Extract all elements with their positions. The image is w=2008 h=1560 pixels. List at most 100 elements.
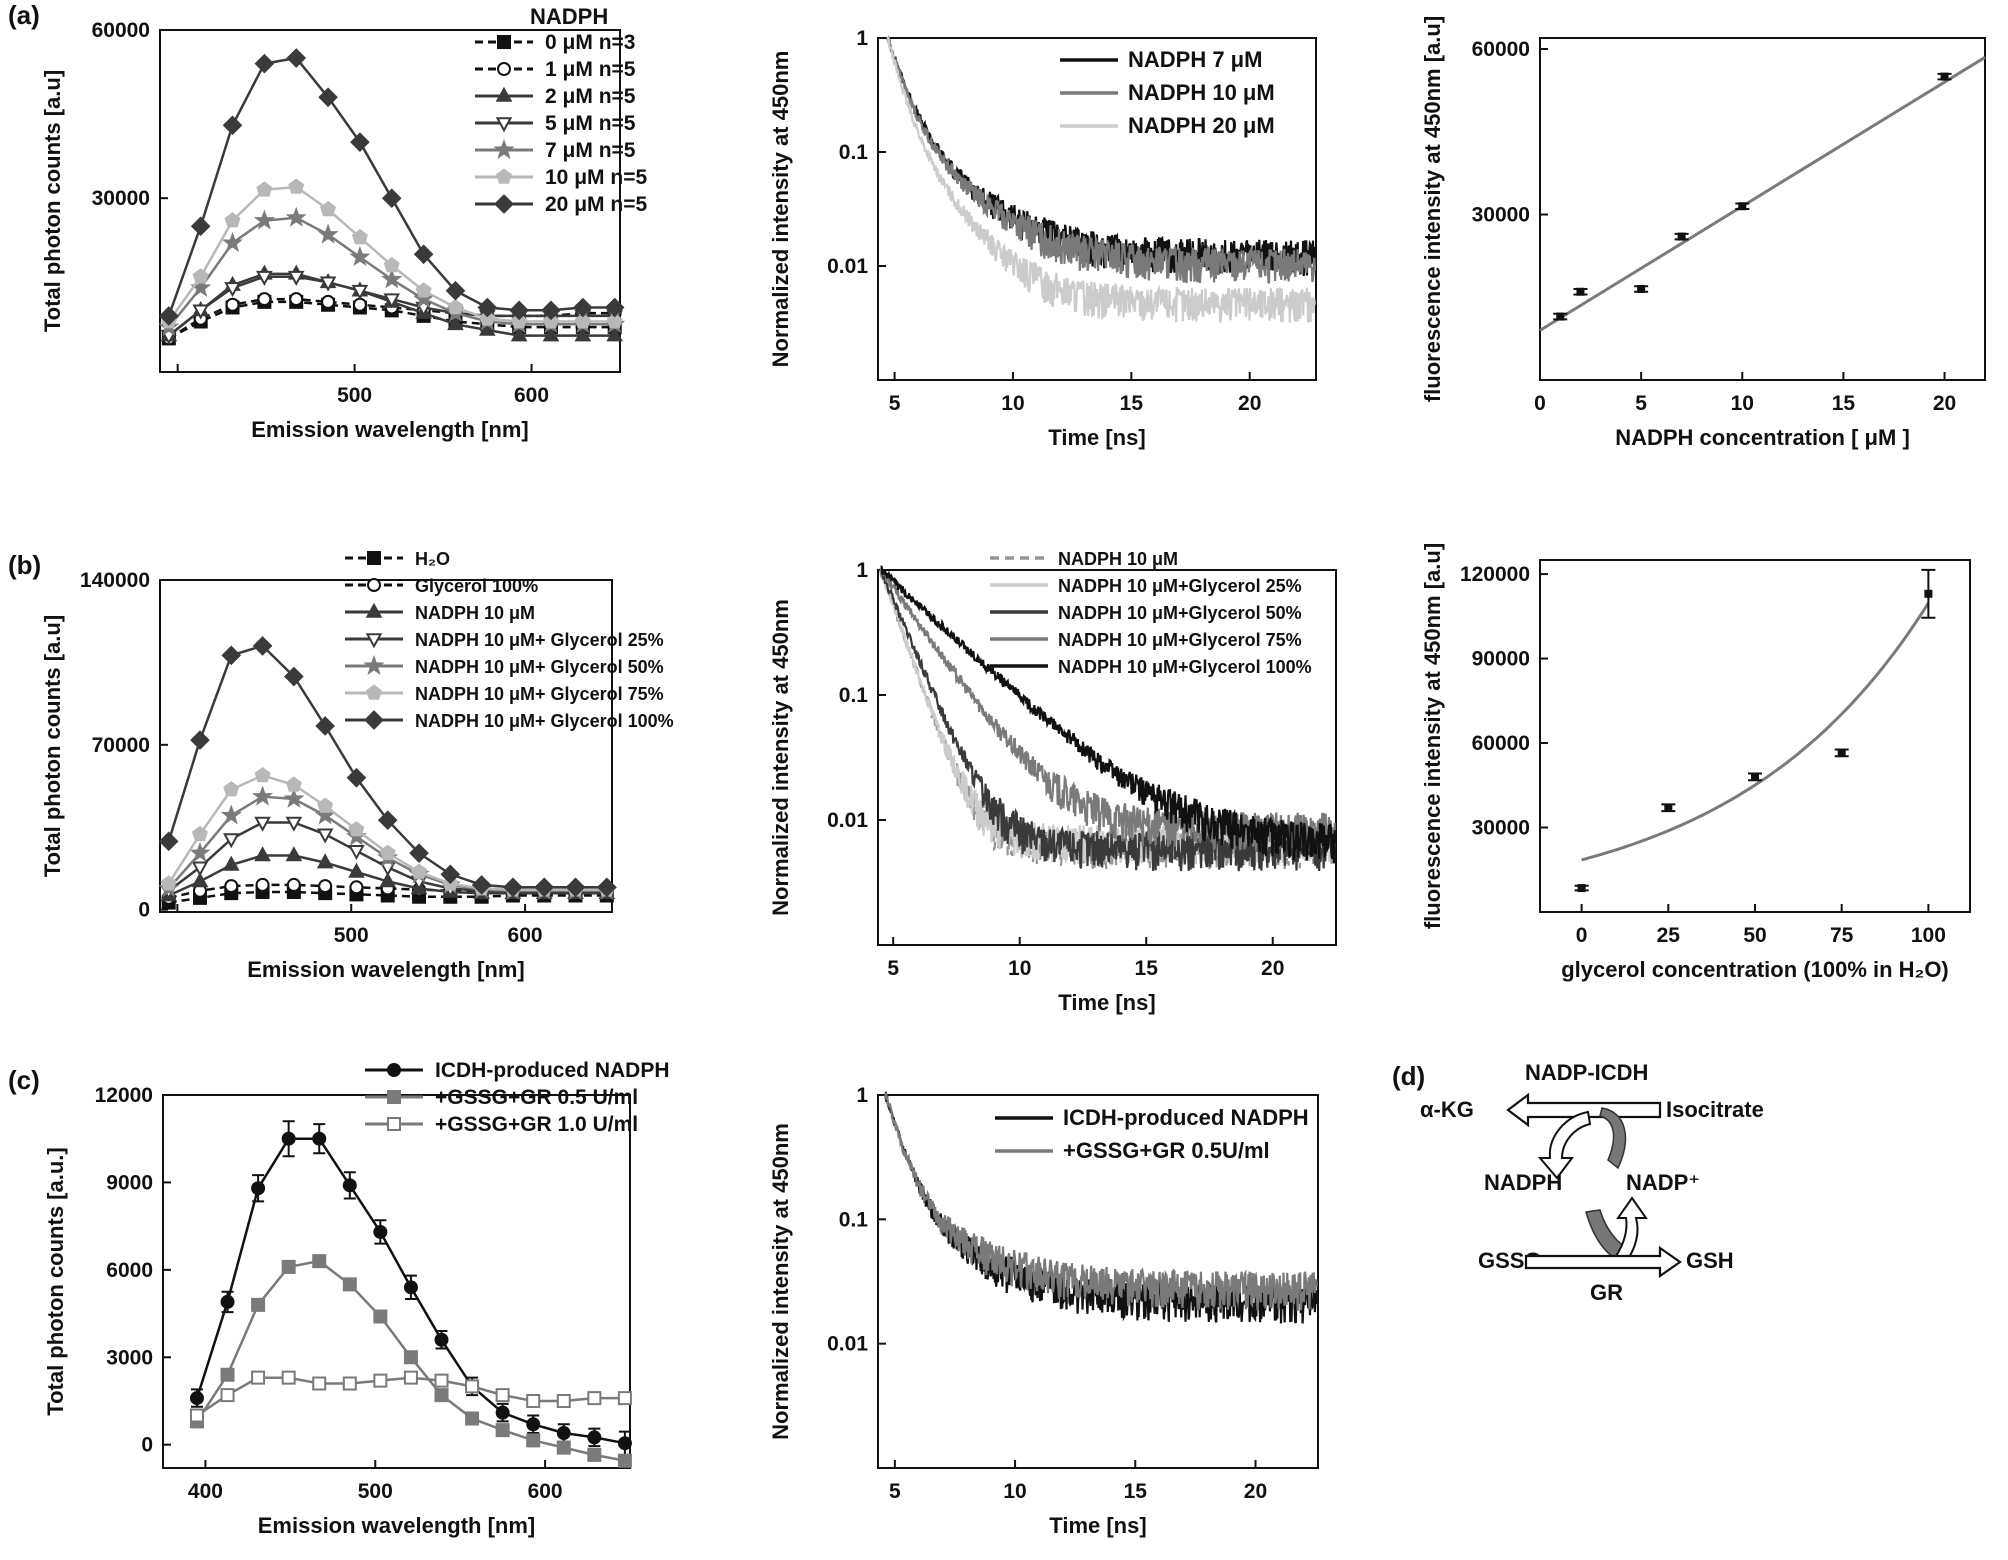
data-point — [351, 284, 369, 300]
x-tick-label: 600 — [528, 1480, 563, 1503]
x-tick-label: 5 — [889, 392, 901, 415]
chart-b-emission-spectra: 500 600 0 70000 140000 Emission wavelength [n… — [8, 549, 674, 982]
x-tick-label: 5 — [889, 1480, 901, 1503]
x-tick-label: 10 — [1003, 1480, 1026, 1503]
data-point — [1637, 284, 1646, 293]
data-point — [253, 209, 276, 230]
data-point — [288, 178, 305, 194]
x-axis-label: Emission wavelength [nm] — [258, 1513, 536, 1538]
data-point — [1837, 748, 1846, 757]
data-point — [1577, 884, 1586, 893]
data-point — [447, 299, 464, 315]
data-point — [373, 1224, 388, 1239]
data-point — [606, 313, 623, 329]
data-point — [587, 1447, 602, 1462]
data-point — [222, 115, 243, 136]
legend-label: NADPH 10 μM+Glycerol 75% — [1058, 630, 1302, 650]
data-point — [471, 875, 492, 895]
data-point — [381, 268, 403, 289]
data-point — [349, 880, 364, 895]
data-point — [503, 877, 523, 898]
y-tick-label: 0 — [141, 1434, 153, 1457]
legend-marker — [495, 117, 513, 133]
data-point — [159, 306, 179, 326]
data-point — [283, 787, 305, 808]
y-tick-label: 60000 — [1472, 732, 1530, 755]
data-point — [342, 1178, 357, 1193]
decay-curve — [879, 568, 1336, 852]
y-axis-label: fluorescence intensity at 450nm [a.u] — [1420, 543, 1445, 929]
y-tick-label: 60000 — [1472, 38, 1530, 61]
data-point — [320, 200, 337, 217]
data-point — [379, 861, 397, 877]
legend-label: H₂O — [415, 549, 450, 569]
data-point — [604, 297, 625, 318]
data-point — [1751, 772, 1759, 781]
legend-label: 2 μM n=5 — [545, 85, 636, 108]
legend-marker — [363, 654, 385, 676]
legend-label: NADPH 10 μM+Glycerol 50% — [1058, 603, 1302, 623]
data-point — [411, 863, 428, 879]
data-point — [348, 862, 365, 878]
y-tick-label: 140000 — [80, 569, 150, 592]
y-tick-label: 6000 — [106, 1259, 153, 1282]
plot-frame — [877, 1094, 1319, 1469]
decay-curve — [880, 565, 1336, 864]
y-axis-label: Total photon counts [a.u] — [40, 70, 65, 332]
x-axis-label: Emission wavelength [nm] — [247, 957, 525, 982]
data-point — [350, 132, 370, 152]
x-tick-label: 20 — [1261, 957, 1284, 980]
data-point — [565, 877, 586, 898]
legend-marker — [387, 1117, 401, 1131]
x-tick-label: 100 — [1911, 924, 1946, 947]
data-point — [251, 1370, 266, 1385]
data-point — [1924, 589, 1933, 598]
legend-title: NADPH — [530, 4, 608, 29]
data-point — [440, 864, 461, 885]
data-point — [373, 1309, 388, 1324]
y-axis-label: fluorescence intensity at 450nm [a.u] — [1420, 16, 1445, 402]
data-point — [160, 875, 177, 891]
chart-a-concentration: 0 5 10 15 20 30000 60000 NADPH concentration [ … — [1420, 16, 1986, 450]
legend-marker — [387, 1063, 401, 1077]
legend-label: NADPH 10 μM — [1058, 549, 1178, 569]
data-point — [556, 1440, 571, 1455]
data-point — [190, 730, 210, 750]
data-point — [220, 1294, 235, 1309]
legend-label: NADPH 10 μM — [1128, 80, 1275, 105]
x-tick-label: 25 — [1657, 924, 1681, 947]
x-axis-label: Time [ns] — [1049, 1513, 1146, 1538]
data-point — [285, 776, 302, 792]
diagram-curved-arrow-nadp-in — [1537, 1110, 1592, 1180]
plot-frame — [1539, 37, 1986, 381]
data-point — [379, 872, 397, 888]
x-axis-label: Time [ns] — [1048, 425, 1145, 450]
data-point — [287, 270, 305, 286]
x-tick-label: 600 — [514, 384, 549, 407]
data-point — [190, 216, 211, 237]
panel-label-d: (d) — [1392, 1061, 1425, 1091]
y-tick-label: 90000 — [1472, 648, 1530, 671]
panel-label: (c) — [8, 1065, 40, 1095]
chart-a-emission-spectra: 500 600 30000 60000 Emission wavelength [nm]… — [8, 0, 647, 442]
data-point — [383, 257, 400, 273]
data-point — [511, 313, 528, 329]
data-point — [286, 877, 301, 892]
data-point — [285, 816, 303, 832]
data-point — [220, 1367, 235, 1382]
data-point — [445, 280, 466, 301]
data-point — [252, 636, 273, 656]
data-point — [224, 879, 239, 894]
legend-label: NADPH 10 μM+ Glycerol 50% — [415, 657, 664, 677]
x-tick-label: 500 — [337, 384, 372, 407]
legend-marker — [387, 1090, 401, 1104]
y-tick-label: 0 — [138, 899, 150, 922]
plot-frame — [159, 579, 613, 913]
data-point — [479, 310, 496, 326]
data-point — [434, 1373, 449, 1388]
data-point — [254, 846, 271, 862]
data-point — [251, 1181, 266, 1196]
chart-b-decay: 5 10 15 20 0.01 0.1 1 Time [ns] Normalized inten… — [768, 549, 1337, 1015]
data-point — [284, 666, 304, 687]
